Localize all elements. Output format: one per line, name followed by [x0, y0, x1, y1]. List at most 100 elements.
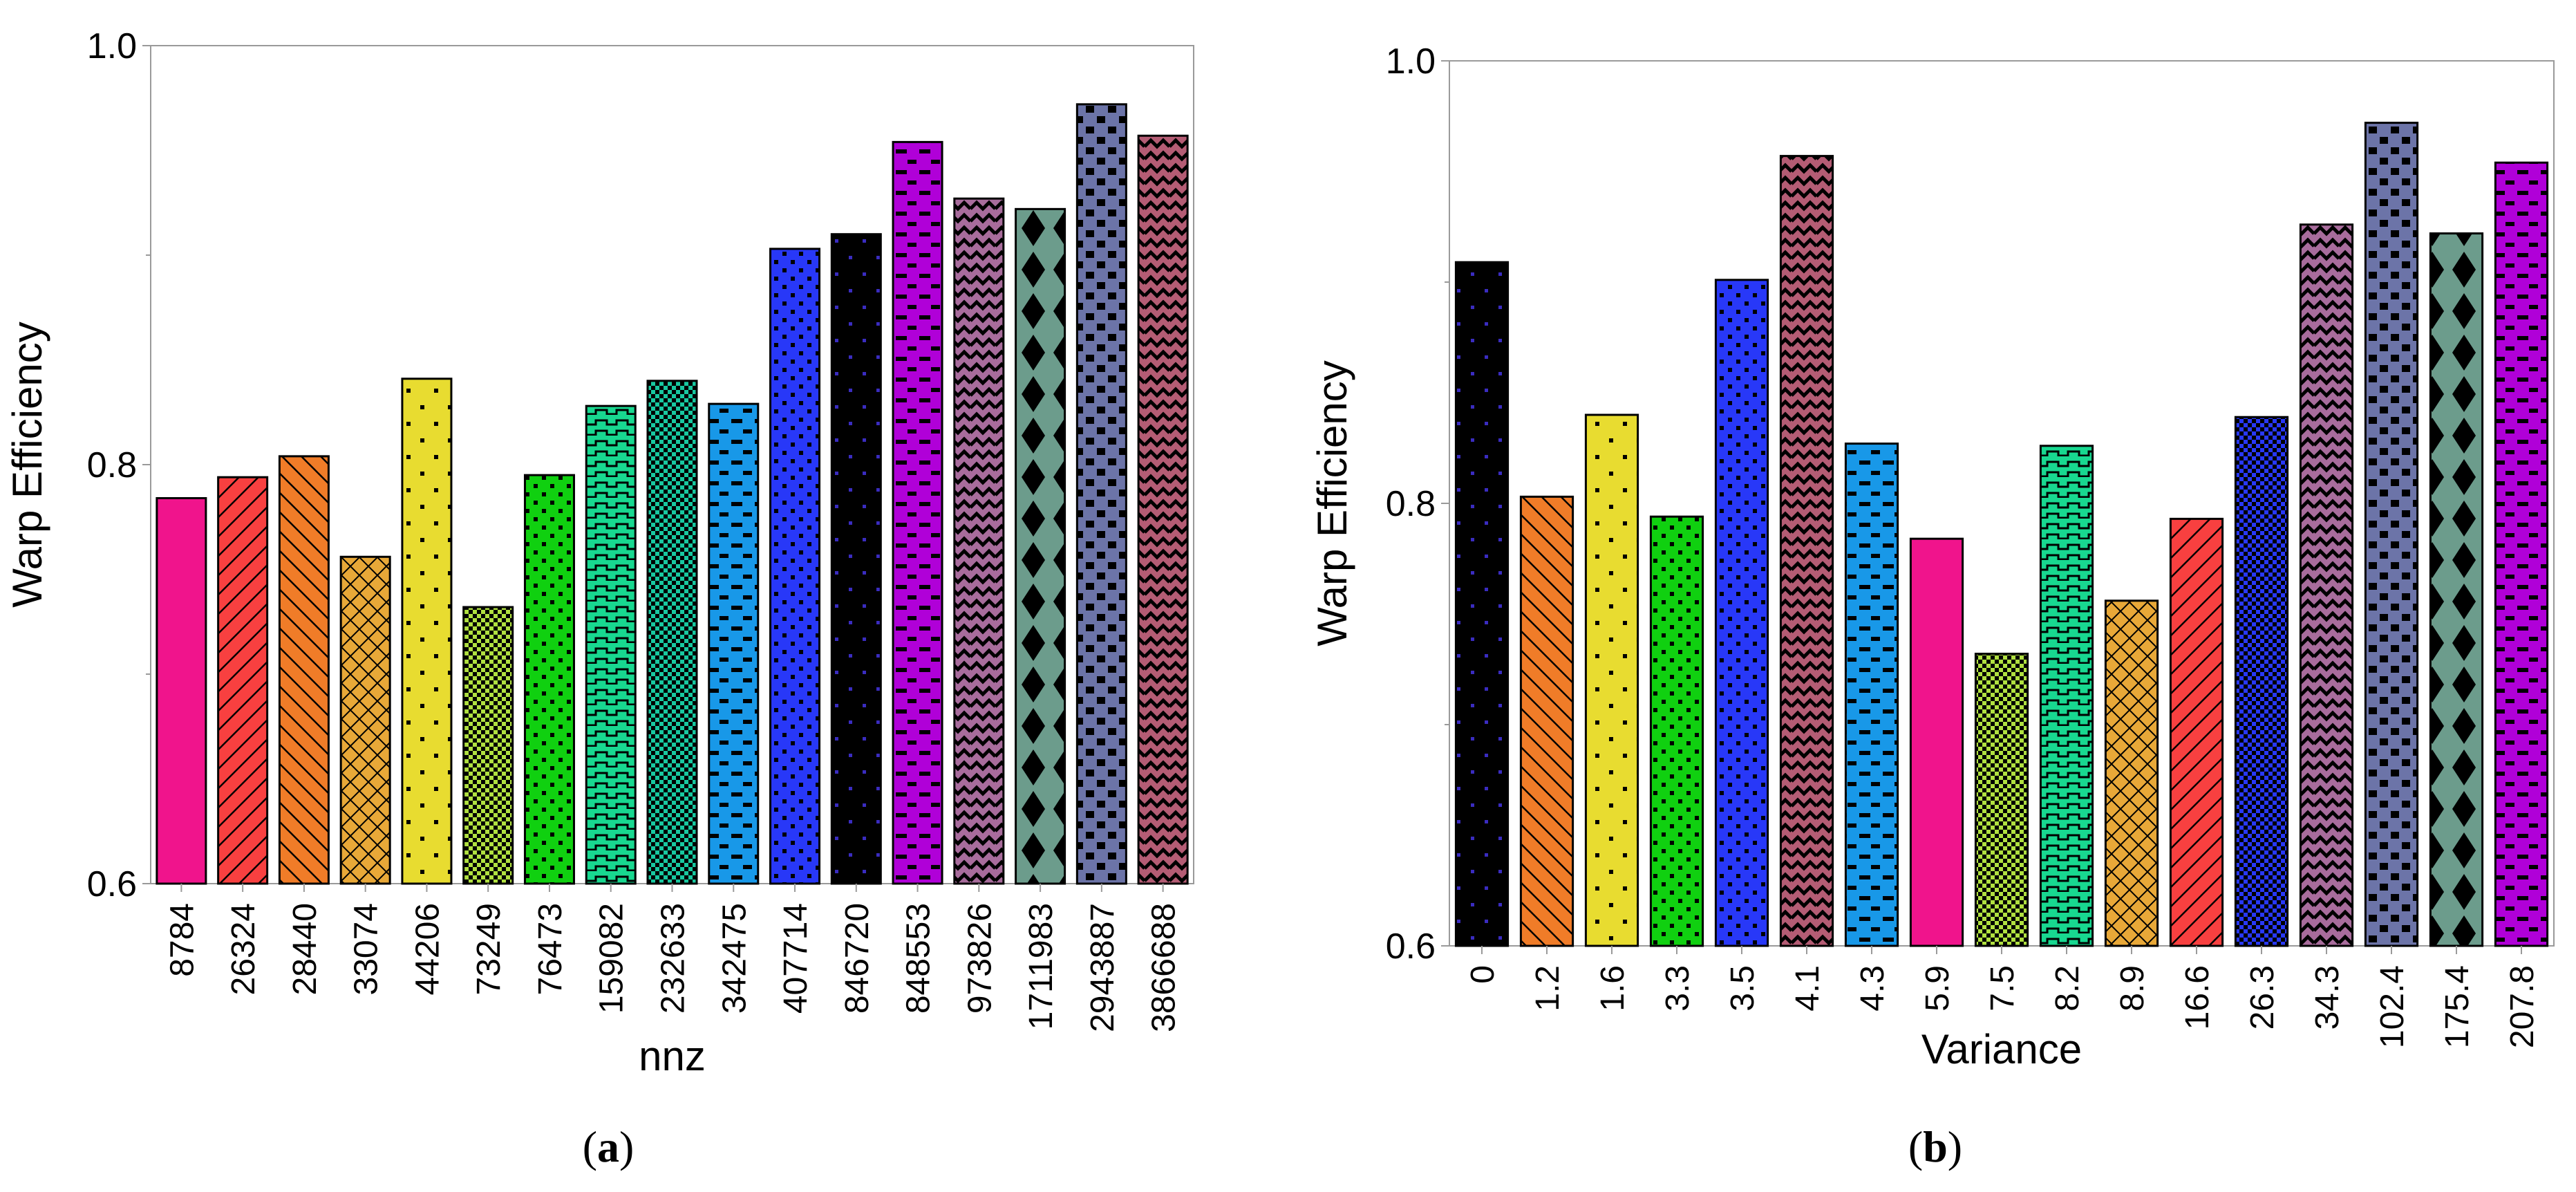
bar-3.5 [1714, 279, 1769, 947]
bar-3866688 [1137, 134, 1189, 885]
x-tick-label: 4.1 [1789, 965, 1826, 1012]
bar-407714 [769, 248, 821, 885]
bar-pattern [279, 456, 329, 884]
x-tick-label: 232633 [655, 903, 692, 1014]
bar-33074 [339, 555, 391, 885]
panel-caption-letter: b [1923, 1122, 1948, 1171]
bar-pattern [708, 404, 758, 884]
bar-pattern [1015, 209, 1065, 884]
bar-pattern [1521, 496, 1573, 946]
y-tick-label: 0.8 [87, 445, 137, 485]
y-tick-label: 1.0 [1386, 41, 1436, 82]
panel-caption-letter: a [597, 1122, 619, 1171]
panel-caption: (b) [1908, 1122, 1962, 1171]
bar-pattern [1715, 279, 1768, 946]
bar-pattern [831, 234, 881, 884]
x-tick-label: 8784 [164, 903, 200, 977]
x-tick-label: 26324 [225, 903, 262, 995]
bar-3.3 [1649, 515, 1704, 947]
bar-pattern [1077, 104, 1127, 884]
bar-fill [156, 498, 206, 884]
x-tick-label: 848553 [901, 903, 937, 1014]
bar-pattern [2300, 224, 2353, 946]
bar-pattern [586, 406, 636, 884]
x-tick-label: 0 [1465, 965, 1501, 984]
bar-pattern [1845, 443, 1898, 946]
bar-175.4 [2429, 232, 2484, 947]
bar-pattern [2105, 600, 2158, 946]
panel-caption: (a) [583, 1122, 634, 1171]
x-tick-label: 44206 [409, 903, 446, 995]
bar-pattern [525, 475, 574, 884]
x-tick-label: 7.5 [1984, 965, 2021, 1012]
bar-848553 [892, 140, 943, 885]
x-tick-label: 8.9 [2114, 965, 2151, 1012]
bar-pattern [2365, 122, 2418, 947]
bar-pattern [1138, 136, 1188, 884]
bar-pattern [954, 198, 1004, 884]
bar-pattern [1651, 516, 1703, 946]
bar-16.6 [2169, 517, 2224, 947]
x-tick-label: 1.6 [1595, 965, 1631, 1012]
bar-44206 [401, 378, 453, 885]
x-tick-label: 175.4 [2439, 965, 2476, 1048]
bar-102.4 [2364, 122, 2419, 947]
bar-1.6 [1584, 413, 1639, 947]
bar-1.2 [1519, 495, 1574, 947]
x-axis-label: nnz [639, 1033, 706, 1079]
x-tick-label: 159082 [594, 903, 630, 1014]
bar-5.9 [1909, 537, 1964, 947]
x-tick-label: 26.3 [2244, 965, 2281, 1030]
x-tick-label: 5.9 [1919, 965, 1956, 1012]
bar-4.3 [1844, 443, 1899, 947]
x-tick-label: 407714 [778, 903, 814, 1014]
bar-pattern [402, 378, 451, 884]
x-tick-label: 3866688 [1146, 903, 1183, 1032]
bar-7.5 [1974, 653, 2029, 947]
bar-34.3 [2299, 223, 2354, 947]
x-tick-label: 207.8 [2504, 965, 2541, 1048]
bar-pattern [1975, 653, 2028, 946]
x-tick-label: 2943887 [1084, 903, 1121, 1032]
bar-2943887 [1075, 103, 1127, 885]
x-tick-label: 73249 [471, 903, 507, 995]
y-axis-label: Warp Efficiency [4, 322, 50, 607]
x-tick-label: 33074 [348, 903, 385, 995]
x-tick-label: 3.3 [1660, 965, 1696, 1012]
x-tick-label: 342475 [716, 903, 753, 1014]
x-axis-label: Variance [1921, 1026, 2082, 1072]
bar-pattern [2170, 519, 2223, 946]
x-tick-label: 34.3 [2309, 965, 2346, 1030]
x-tick-label: 1.2 [1530, 965, 1566, 1012]
bar-73249 [462, 606, 514, 885]
y-tick-label: 1.0 [87, 26, 137, 66]
y-tick-label: 0.6 [1386, 926, 1436, 967]
bar-pattern [463, 607, 513, 884]
bar-pattern [1586, 415, 1638, 946]
bar-0 [1454, 261, 1510, 947]
y-tick-label: 0.6 [87, 864, 137, 904]
bar-1711983 [1015, 207, 1066, 885]
bar-8.2 [2039, 445, 2094, 947]
y-axis-label: Warp Efficiency [1309, 360, 1355, 646]
bar-pattern [341, 557, 391, 884]
bar-pattern [893, 142, 943, 884]
bar-pattern [2235, 417, 2288, 946]
bar-pattern [218, 477, 267, 884]
x-tick-label: 973826 [961, 903, 998, 1014]
bar-pattern [2495, 162, 2548, 947]
bar-pattern [2430, 233, 2483, 947]
chart-panel-b: 0.6 0.8 1.0 0 1.2 1.6 3.3 3.5 4.1 4.3 5.9 7.5 8.2 8.9… [1309, 41, 2555, 1171]
bar-159082 [585, 404, 637, 885]
bar-232633 [646, 380, 698, 885]
bar-846720 [830, 233, 882, 885]
x-tick-label: 1711983 [1023, 903, 1060, 1030]
bar-8784 [156, 496, 207, 885]
x-tick-label: 16.6 [2179, 965, 2216, 1030]
bar-8.9 [2104, 599, 2159, 947]
x-tick-label: 846720 [839, 903, 876, 1014]
bar-973826 [953, 197, 1005, 885]
y-tick-label: 0.8 [1386, 484, 1436, 524]
bar-pattern [2040, 445, 2093, 946]
